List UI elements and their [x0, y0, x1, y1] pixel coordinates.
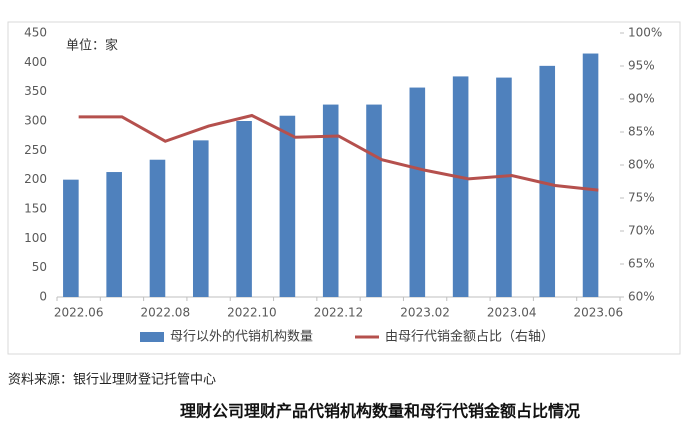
bar [366, 104, 382, 297]
y2-tick-label: 95% [628, 59, 655, 73]
bar [452, 76, 469, 297]
bar [496, 77, 512, 297]
bar [409, 87, 426, 297]
y2-tick-label: 60% [628, 290, 655, 304]
x-tick-label: 2023.04 [487, 306, 537, 320]
y-tick-label: 300 [24, 114, 47, 128]
y-tick-label: 150 [24, 202, 47, 216]
bar [236, 121, 252, 297]
line [78, 113, 599, 192]
caption: 理财公司理财产品代销机构数量和母行代销金额占比情况 [180, 402, 580, 421]
y-tick-label: 400 [24, 55, 47, 69]
y2-tick-label: 65% [628, 257, 655, 271]
x-tick-label: 2022.06 [54, 306, 104, 320]
y-tick-label: 200 [24, 172, 47, 186]
x-tick-label: 2023.02 [400, 306, 450, 320]
y2-tick-label: 100% [628, 26, 662, 40]
bar [582, 53, 599, 298]
x-tick-label: 2023.06 [574, 306, 624, 320]
y2-tick-label: 90% [628, 92, 655, 106]
y2-tick-label: 70% [628, 224, 655, 238]
unit-annotation: 单位：家 [66, 38, 118, 54]
bar [149, 159, 166, 297]
x-tick-label: 2022.12 [314, 306, 364, 320]
chart-frame [7, 21, 681, 355]
legend-swatch [140, 332, 164, 342]
x-tick-label: 2022.10 [227, 306, 277, 320]
y-tick-label: 450 [24, 26, 47, 40]
bar [106, 172, 122, 297]
y-tick-label: 0 [39, 290, 47, 304]
bar [63, 179, 79, 297]
y-tick-label: 50 [32, 260, 47, 274]
y2-tick-label: 80% [628, 158, 655, 172]
y-tick-label: 100 [24, 231, 47, 245]
legend-label: 由母行代销金额占比（右轴） [385, 329, 554, 345]
y2-tick-label: 75% [628, 191, 655, 205]
bar [539, 65, 556, 297]
y2-tick-label: 85% [628, 125, 655, 139]
bar [279, 115, 296, 297]
source-note: 资料来源：银行业理财登记托管中心 [8, 373, 216, 388]
x-tick-label: 2022.08 [140, 306, 190, 320]
bar [192, 140, 209, 297]
y-tick-label: 350 [24, 84, 47, 98]
y-tick-label: 250 [24, 143, 47, 157]
bar [322, 104, 339, 297]
legend-label: 母行以外的代销机构数量 [170, 329, 313, 345]
